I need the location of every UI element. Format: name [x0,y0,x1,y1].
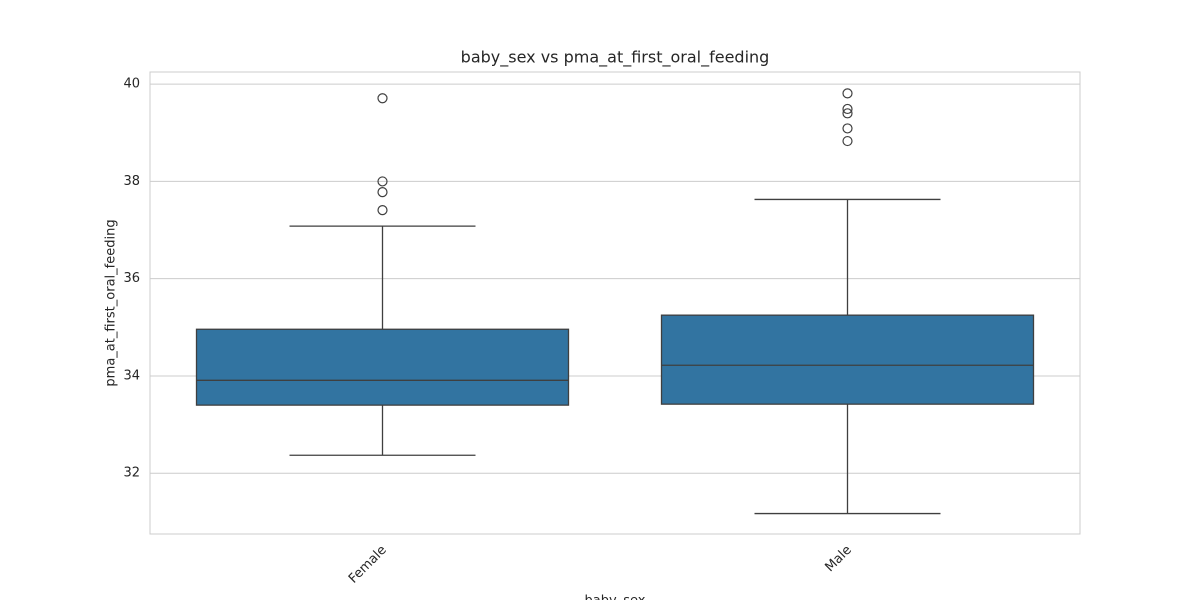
y-tick-label: 36 [123,271,140,286]
box [660,314,1035,405]
outlier [377,176,388,187]
outlier [842,103,853,115]
outlier [842,88,853,99]
y-tick-label: 40 [123,77,140,92]
outlier [377,205,388,216]
x-tick-label: Male [822,543,854,575]
y-tick-label: 34 [123,368,140,383]
outlier [842,108,853,119]
y-tick-label: 32 [123,466,140,481]
plot-frame [149,71,1081,535]
outlier [842,135,853,147]
y-axis-label: pma_at_first_oral_feeding [104,219,119,386]
chart-title: baby_sex vs pma_at_first_oral_feeding [461,48,770,68]
y-tick-label: 38 [123,174,140,189]
outlier [377,93,388,104]
outlier [842,123,853,134]
box [195,328,570,406]
x-axis-label: baby_sex [585,594,646,600]
outlier [377,187,388,198]
x-tick-label: Female [346,543,390,587]
